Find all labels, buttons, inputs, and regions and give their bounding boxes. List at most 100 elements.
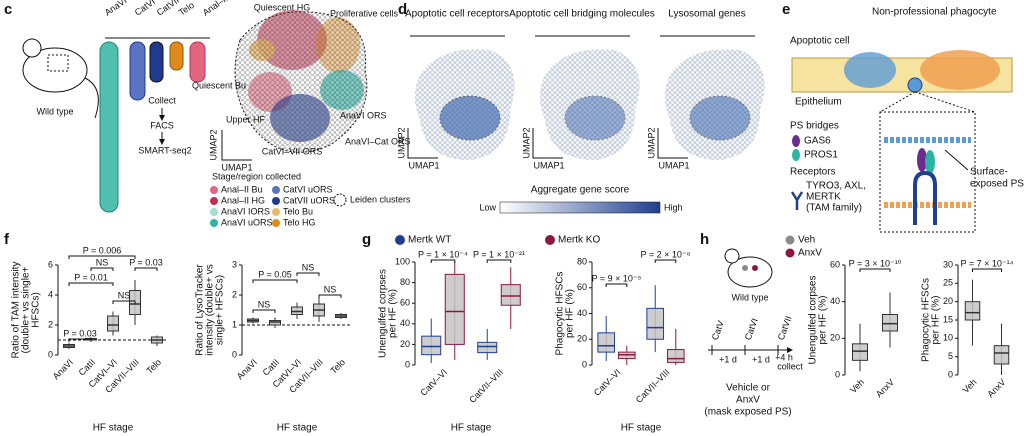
x-axis-label: HF stage [621,423,662,434]
umap-highlight [439,95,501,141]
box [597,332,616,353]
box [444,273,465,345]
box [421,335,442,356]
legend-label: Telo HG [283,217,316,227]
y-axis-label: Ratio of TAM intensity [11,262,22,359]
y-tick-label: 4 [48,289,53,299]
legend-marker [333,193,347,207]
x-tick-label: AnaVI [235,357,259,381]
y-tick-label: 20 [830,333,840,343]
panel-letter: c [4,1,12,18]
legend-marker [272,208,280,216]
label: (mask exposed PS) [704,407,791,418]
cluster-label: AnaVI–Cat ORS [345,136,411,146]
y-tick-label: 2 [48,319,53,329]
y-tick-label: 20 [400,339,410,349]
umap [234,11,368,153]
label: AnxV [736,395,760,406]
legend-label: PROS1 [804,150,838,161]
bracket [134,267,158,271]
x-tick-label: Veh [961,377,979,395]
cluster-label: CatVI–VII ORS [262,146,323,156]
y-tick-label: 15 [943,314,953,324]
y-axis-label: Unengulfed corpses [808,276,819,365]
legend-marker [545,235,555,245]
legend-label: TYRO3, AXL, [806,181,866,192]
y-axis-label: per HF (%) [818,296,829,345]
axis-label: UMAP1 [658,160,689,170]
x-tick-label: CatVII–VIII [634,367,672,405]
annotation: NS [302,262,315,272]
bracket [654,259,677,263]
legend-label: MERTK [806,192,841,203]
stage-label: CatVI [133,0,157,18]
y-axis-label: Ratio of LysoTracker [195,264,206,356]
bracket [605,283,628,287]
annotation: P = 9 × 10⁻⁵ [592,273,642,283]
annotation: P = 7 × 10⁻¹⁴ [961,258,1014,268]
y-tick-label: 60 [400,298,410,308]
follicle [99,41,119,213]
y-tick-label: 0 [582,359,587,369]
umap [540,49,640,160]
bracket [486,259,512,263]
legend-marker [210,208,218,216]
mouse-body [22,47,88,93]
label: exposed PS [970,179,1024,190]
panel-letter: g [362,231,371,248]
panel-d: d Aggregate gene score Low High [398,1,765,214]
y-tick-label: 2 [232,289,237,299]
legend-marker [785,235,795,245]
legend-label: CatVII uORS [283,195,335,205]
label: PS bridges [790,121,839,132]
umap-title: Apoptotic cell receptors [405,9,509,20]
bridge [917,148,927,172]
mouse-head [724,248,740,264]
y-tick-label: 0 [835,369,840,379]
colorbar-label: Low [479,202,496,212]
box [852,343,868,361]
y-tick-label: 25 [943,278,953,288]
injection [752,265,758,271]
panel-c: c Wild type UMAP2 UMAP1 Stage/region col… [4,1,411,213]
legend-label: AnxV [798,248,822,259]
annotation: NS [324,284,337,294]
label: Non-professional phagocyte [872,7,997,18]
stage-label: CatV [710,319,726,341]
box [993,345,1010,365]
label: Epithelium [795,97,842,108]
x-axis-label: HF stage [277,423,318,434]
colorbar [499,201,661,214]
step-label: +4 h [775,352,793,362]
panel-e: e Apoptotic cell Non-professional phagoc… [782,1,1013,233]
y-tick-label: 0 [232,349,237,359]
legend-label: AnaVI IORS [221,206,270,216]
legend-label: Anal–II Bu [221,184,263,194]
legend-label: Veh [798,235,815,246]
stage-label: CatVII [776,315,794,342]
legend-marker [210,219,218,227]
bracket [296,272,320,276]
y-tick-label: 20 [577,334,587,344]
umap-title: Apoptotic cell bridging molecules [509,9,655,20]
bracket [318,294,342,298]
receptor [913,170,937,225]
colorbar-title: Aggregate gene score [531,185,630,196]
umap-axes [221,130,252,161]
cluster-label: Quiescent Bu [192,80,246,90]
panel-h-diagram: Wild type [708,248,793,353]
panel-letter: h [700,231,709,248]
annotation: NS [258,299,271,309]
annotation: P = 0.05 [258,269,292,279]
step-label: SMART-seq2 [138,145,191,155]
y-tick-label: 0 [948,369,953,379]
step-label: Collect [148,95,176,105]
umap-axes [407,128,438,159]
follicle [129,41,146,101]
annotation: P = 1 × 10⁻²¹ [473,249,525,259]
mouse-tail [84,77,99,119]
y-tick-label: 60 [830,259,840,269]
mouse-body [727,256,773,288]
annotation: NS [96,257,109,267]
